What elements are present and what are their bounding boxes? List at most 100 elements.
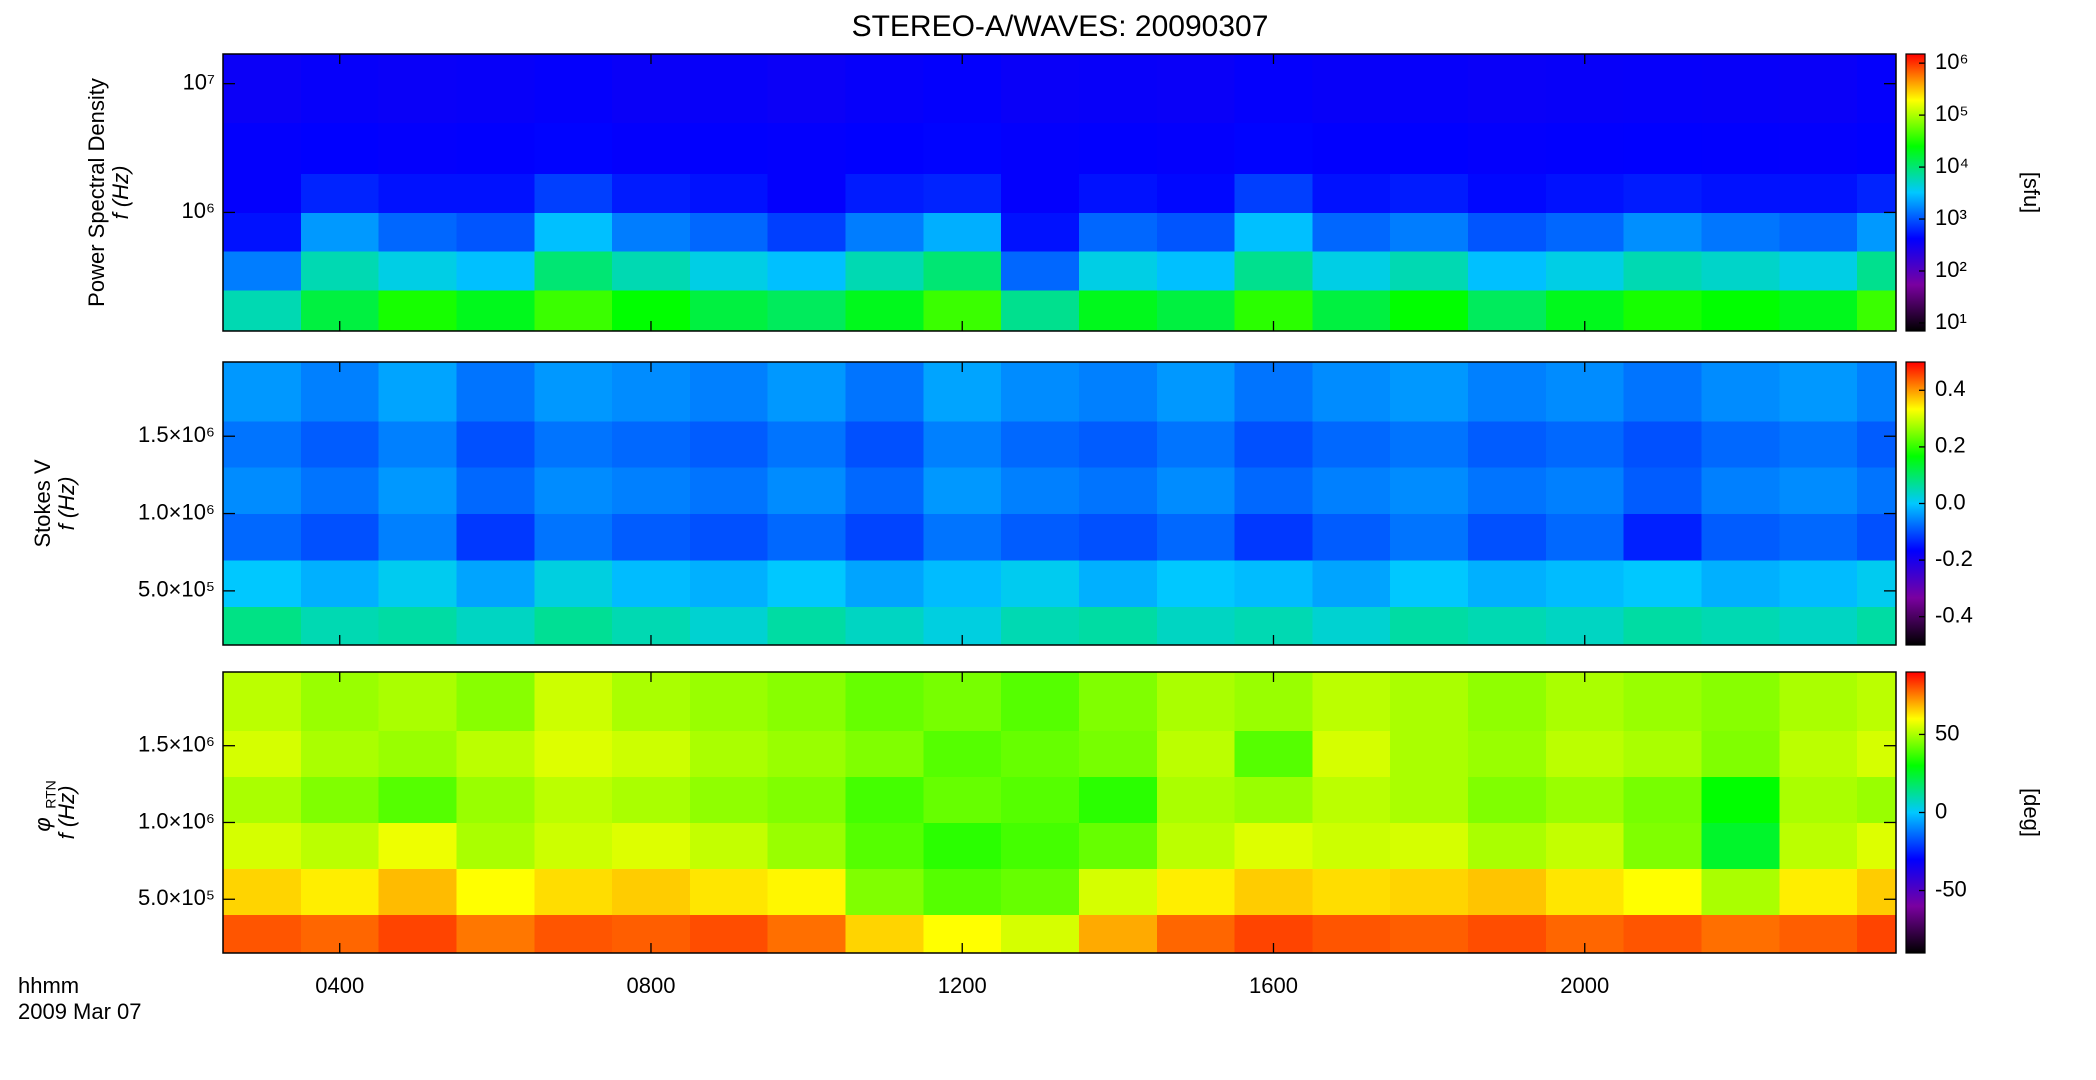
heatmap-cell	[1701, 776, 1780, 823]
colorbar-tick-label: 10³	[1935, 205, 1967, 230]
heatmap-cell	[1701, 251, 1780, 291]
colorbar-tick-label: 0.0	[1935, 489, 1966, 514]
heatmap-cell	[845, 54, 924, 123]
heatmap-cell	[456, 289, 535, 332]
heatmap-cell	[1312, 212, 1391, 252]
heatmap-cell	[767, 251, 847, 291]
heatmap-cell	[767, 559, 847, 607]
heatmap-cell	[1468, 362, 1547, 422]
heatmap-cell	[1468, 914, 1547, 954]
heatmap-cell	[1156, 122, 1236, 175]
heatmap-cell	[1545, 559, 1625, 607]
heatmap-cell	[1779, 289, 1858, 332]
heatmap-cell	[378, 54, 457, 123]
heatmap-cell	[1001, 730, 1080, 777]
heatmap-cell	[689, 822, 769, 870]
heatmap-cell	[300, 559, 380, 607]
heatmap-cell	[923, 251, 1002, 291]
heatmap-cell	[1701, 420, 1780, 468]
heatmap-cell	[845, 868, 924, 916]
heatmap-cell	[689, 868, 769, 916]
heatmap-cell	[767, 54, 847, 123]
heatmap-cell	[1001, 559, 1080, 607]
heatmap-cell	[1234, 173, 1313, 213]
heatmap-cell	[767, 289, 847, 332]
heatmap-cell	[1001, 513, 1080, 561]
heatmap-cell	[1001, 362, 1080, 422]
y-axis-label: f (Hz)	[54, 786, 79, 840]
colorbar-tick-label: 10²	[1935, 257, 1967, 282]
heatmap-cell	[1468, 420, 1547, 468]
heatmap-cell	[845, 776, 924, 823]
x-axis-label: hhmm	[18, 973, 79, 998]
heatmap-cell	[300, 54, 380, 123]
heatmap-cell	[1545, 122, 1625, 175]
heatmap-cell	[1779, 672, 1858, 731]
heatmap-cell	[1390, 289, 1469, 332]
heatmap-cell	[1312, 606, 1391, 646]
heatmap-cell	[300, 251, 380, 291]
heatmap-cell	[923, 559, 1002, 607]
heatmap-cell	[1468, 122, 1547, 175]
heatmap-cell	[223, 251, 302, 291]
x-tick-label: 1200	[938, 973, 987, 998]
heatmap-cell	[1078, 289, 1158, 332]
heatmap-cell	[534, 914, 613, 954]
heatmap-cell	[767, 914, 847, 954]
heatmap-cell	[534, 173, 613, 213]
heatmap-cell	[1078, 822, 1158, 870]
heatmap-cell	[612, 212, 691, 252]
heatmap-cell	[456, 730, 535, 777]
heatmap-cell	[1390, 559, 1469, 607]
heatmap-cell	[1857, 289, 1897, 332]
heatmap-cell	[612, 776, 691, 823]
heatmap-cell	[689, 606, 769, 646]
heatmap-cell	[1545, 251, 1625, 291]
heatmap-cell	[1390, 54, 1469, 123]
heatmap-cell	[767, 362, 847, 422]
heatmap-cell	[1312, 467, 1391, 515]
heatmap-cell	[1701, 822, 1780, 870]
heatmap-cell	[1390, 362, 1469, 422]
heatmap-cell	[923, 173, 1002, 213]
heatmap-cell	[1857, 212, 1897, 252]
heatmap-cell	[612, 251, 691, 291]
heatmap-cell	[1545, 467, 1625, 515]
heatmap-cell	[223, 173, 302, 213]
heatmap-cell	[1390, 420, 1469, 468]
heatmap-cell	[456, 173, 535, 213]
heatmap-cell	[689, 467, 769, 515]
heatmap-cell	[223, 212, 302, 252]
heatmap-cell	[534, 672, 613, 731]
heatmap-cell	[378, 251, 457, 291]
heatmap-cell	[1390, 868, 1469, 916]
heatmap-cell	[378, 122, 457, 175]
heatmap-cell	[845, 513, 924, 561]
heatmap-cell	[1390, 212, 1469, 252]
heatmap-cell	[1623, 362, 1702, 422]
colorbar-tick-label: 10⁶	[1935, 49, 1969, 74]
y-tick-label: 10⁶	[181, 198, 215, 223]
heatmap-cell	[1545, 54, 1625, 123]
heatmap-cell	[767, 212, 847, 252]
heatmap-cell	[1156, 559, 1236, 607]
heatmap-cell	[1156, 251, 1236, 291]
heatmap-cell	[1857, 672, 1897, 731]
heatmap-cell	[767, 776, 847, 823]
heatmap-cell	[223, 54, 302, 123]
heatmap-cell	[456, 467, 535, 515]
heatmap-cell	[1234, 122, 1313, 175]
heatmap-cell	[1078, 212, 1158, 252]
heatmap-cell	[1078, 54, 1158, 123]
heatmap-cell	[300, 730, 380, 777]
heatmap-cell	[1001, 251, 1080, 291]
heatmap-cell	[456, 672, 535, 731]
heatmap-cell	[534, 251, 613, 291]
heatmap-cell	[1857, 122, 1897, 175]
heatmap-cell	[1312, 559, 1391, 607]
heatmap-cell	[1701, 672, 1780, 731]
heatmap-cell	[1001, 672, 1080, 731]
heatmap-cell	[1001, 868, 1080, 916]
y-tick-label: 1.5×10⁶	[138, 732, 215, 757]
heatmap-cell	[1156, 730, 1236, 777]
